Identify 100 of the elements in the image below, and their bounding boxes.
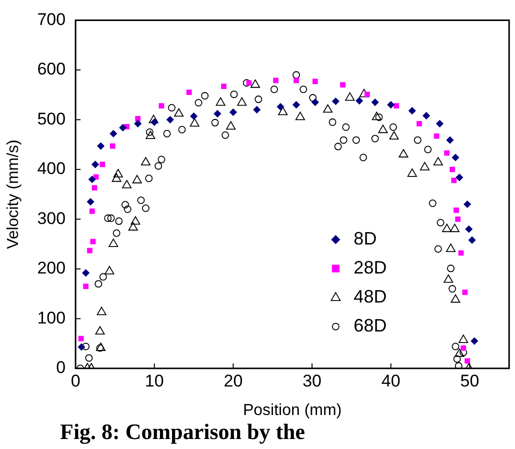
point: [408, 106, 416, 115]
point: [148, 114, 158, 124]
y-tick-label: 500: [37, 109, 66, 128]
point: [328, 118, 336, 126]
point: [312, 78, 318, 84]
point: [137, 196, 145, 204]
point: [87, 248, 92, 254]
point: [190, 112, 198, 120]
point: [112, 229, 120, 237]
point: [292, 100, 300, 109]
point: [452, 154, 460, 162]
y-tick-label: 200: [37, 258, 66, 278]
point: [88, 176, 96, 184]
point: [222, 131, 230, 139]
point: [447, 264, 455, 272]
point: [434, 133, 440, 139]
point: [464, 200, 472, 208]
point: [90, 238, 96, 244]
point: [221, 84, 226, 90]
point: [132, 174, 142, 184]
point: [254, 96, 262, 104]
point: [436, 218, 444, 226]
point: [121, 200, 129, 208]
y-tick-label: 100: [37, 308, 66, 328]
point: [110, 143, 116, 149]
point: [107, 214, 115, 222]
point: [356, 96, 364, 105]
point: [398, 149, 408, 158]
point: [186, 90, 192, 96]
point: [99, 273, 107, 281]
x-tick-label: 50: [460, 371, 480, 390]
point: [340, 82, 346, 88]
point: [378, 124, 388, 134]
point: [104, 214, 112, 222]
x-tick-label: 30: [302, 371, 322, 390]
point: [100, 162, 106, 168]
y-tick-label: 700: [37, 10, 66, 29]
point: [424, 146, 432, 154]
point: [146, 130, 156, 140]
point: [452, 342, 460, 350]
point: [450, 166, 456, 172]
y-tick-label: 300: [37, 208, 66, 228]
point: [130, 216, 140, 225]
point: [311, 98, 319, 106]
legend-label: 48D: [354, 286, 387, 307]
point: [154, 162, 162, 170]
point: [89, 208, 95, 214]
point: [246, 80, 252, 86]
point: [124, 205, 132, 213]
point: [96, 342, 106, 351]
point: [454, 208, 459, 213]
point: [444, 150, 450, 156]
y-tick-label: 600: [37, 60, 66, 79]
point: [113, 168, 123, 178]
point: [122, 180, 132, 188]
point: [444, 274, 454, 283]
point: [460, 348, 468, 356]
point: [146, 128, 154, 136]
point: [230, 90, 238, 98]
point: [158, 103, 164, 108]
point: [216, 97, 226, 106]
point: [119, 124, 127, 132]
point: [158, 156, 166, 164]
point: [92, 185, 98, 191]
point: [214, 110, 222, 118]
point: [448, 285, 456, 293]
point: [115, 217, 123, 225]
point: [273, 78, 278, 84]
point: [456, 174, 464, 182]
point: [371, 98, 379, 106]
point: [96, 142, 105, 150]
x-tick-label: 10: [144, 371, 164, 390]
point: [78, 336, 84, 342]
point: [85, 354, 93, 362]
point: [414, 136, 422, 144]
point: [454, 348, 464, 357]
point: [372, 112, 382, 120]
point: [295, 112, 305, 120]
point: [394, 103, 400, 108]
point: [229, 108, 238, 116]
point: [168, 104, 176, 112]
point: [334, 142, 342, 150]
point: [389, 123, 397, 131]
point: [460, 345, 466, 351]
x-tick-label: 40: [381, 371, 400, 390]
point: [428, 200, 436, 208]
point: [436, 120, 444, 128]
point: [340, 136, 348, 144]
point: [294, 78, 299, 84]
point: [112, 173, 122, 182]
point: [250, 79, 260, 88]
point: [442, 224, 452, 232]
point: [470, 337, 478, 345]
point: [292, 71, 300, 79]
point: [371, 134, 379, 142]
point: [253, 106, 261, 114]
point: [211, 118, 219, 126]
point: [345, 92, 355, 101]
point: [309, 94, 317, 102]
point: [108, 238, 118, 247]
